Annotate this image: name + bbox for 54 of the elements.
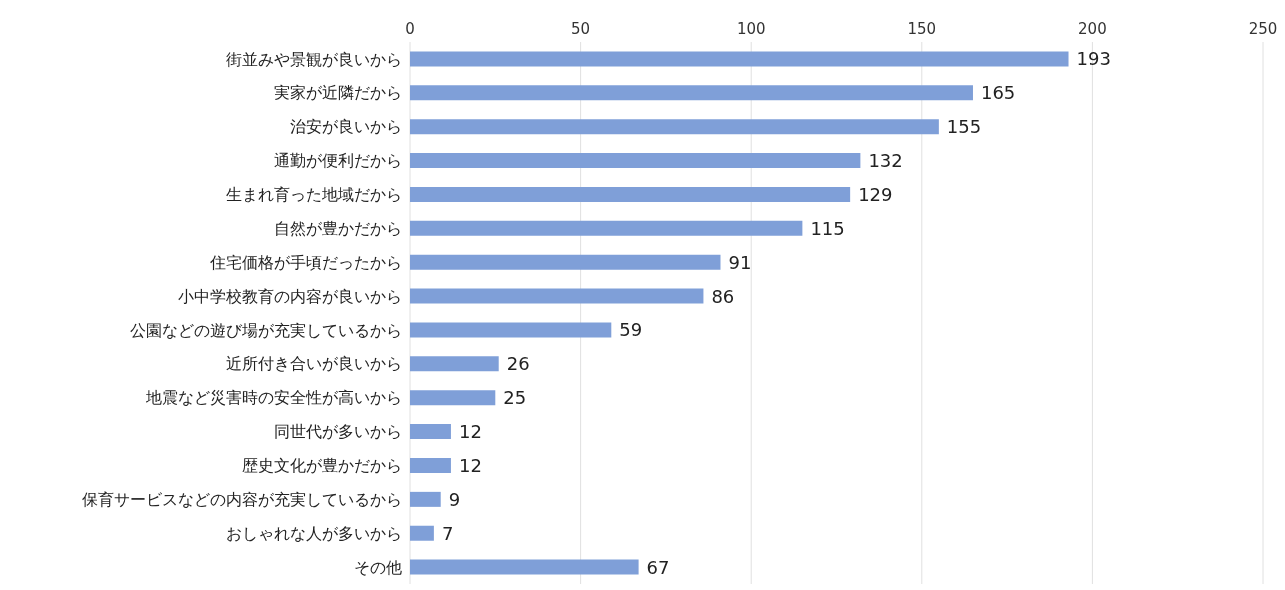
x-tick-label: 150 <box>907 20 937 38</box>
bar <box>410 51 1069 67</box>
data-label: 115 <box>810 217 845 239</box>
y-tick-label: 近所付き合いが良いから <box>226 354 402 374</box>
data-label: 132 <box>868 150 903 171</box>
y-tick-label: 同世代が多いから <box>274 422 402 442</box>
data-label: 165 <box>980 82 1016 104</box>
y-tick-label: 治安が良いから <box>290 117 402 137</box>
bar <box>410 254 721 270</box>
y-tick-label: その他 <box>354 557 402 577</box>
bar <box>410 288 704 304</box>
bar <box>410 322 612 338</box>
data-label: 91 <box>728 251 752 273</box>
y-tick-label: 公園などの遊び場が充実しているから <box>130 320 402 340</box>
x-tick-label: 0 <box>405 20 415 38</box>
y-tick-label: 地震など災害時の安全性が高いから <box>145 388 402 408</box>
bar <box>410 525 434 541</box>
bar <box>410 85 973 101</box>
data-label: 59 <box>619 319 643 341</box>
x-tick-label: 50 <box>571 20 591 38</box>
data-label: 26 <box>506 353 530 375</box>
y-tick-label: 街並みや景観が良いから <box>226 49 402 69</box>
bar <box>410 390 496 406</box>
data-label: 67 <box>646 556 670 578</box>
y-tick-label: 歴史文化が豊かだから <box>242 456 402 476</box>
data-label: 86 <box>711 285 735 307</box>
data-label: 9 <box>448 488 461 510</box>
bar <box>410 186 851 202</box>
data-label: 12 <box>458 421 482 442</box>
y-tick-label: おしゃれな人が多いから <box>226 523 402 543</box>
bar <box>410 153 861 169</box>
data-label: 129 <box>858 183 893 205</box>
y-tick-label: 小中学校教育の内容が良いから <box>178 286 402 306</box>
y-tick-label: 実家が近隣だから <box>274 83 402 103</box>
x-tick-label: 100 <box>736 20 766 38</box>
bar <box>410 424 451 440</box>
y-tick-label: 生まれ育った地域だから <box>226 185 402 205</box>
data-label: 193 <box>1076 48 1111 70</box>
data-label: 12 <box>458 454 482 476</box>
y-tick-label: 保育サービスなどの内容が充実しているから <box>82 489 402 509</box>
bar <box>410 356 499 372</box>
bar <box>410 559 639 575</box>
x-tick-label: 250 <box>1248 20 1278 38</box>
data-label: 25 <box>503 387 527 409</box>
bar <box>410 220 803 236</box>
x-tick-label: 200 <box>1078 20 1107 38</box>
data-label: 155 <box>946 116 982 138</box>
data-label: 7 <box>441 522 454 544</box>
bar <box>410 119 939 135</box>
bar <box>410 491 441 507</box>
y-tick-label: 自然が豊かだから <box>274 218 402 238</box>
y-tick-label: 通勤が便利だから <box>274 151 402 171</box>
y-tick-label: 住宅価格が手頃だったから <box>209 252 402 272</box>
bar <box>410 457 451 473</box>
